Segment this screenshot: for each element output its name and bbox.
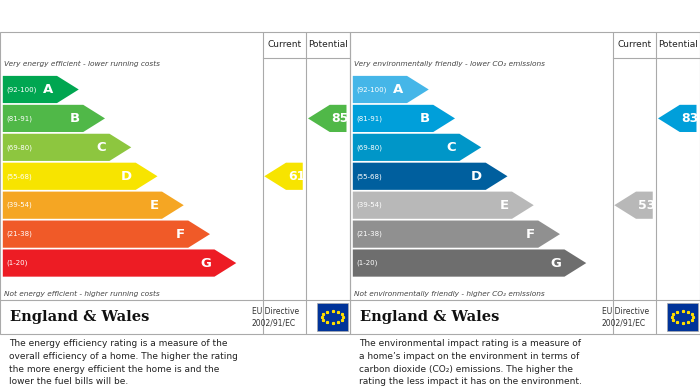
Text: B: B [69, 112, 80, 125]
Polygon shape [353, 249, 587, 277]
Text: D: D [471, 170, 482, 183]
Text: Very environmentally friendly - lower CO₂ emissions: Very environmentally friendly - lower CO… [354, 61, 545, 67]
Text: 61: 61 [288, 170, 305, 183]
Polygon shape [308, 105, 346, 132]
Polygon shape [3, 105, 105, 132]
Polygon shape [265, 163, 302, 190]
Text: C: C [97, 141, 106, 154]
Polygon shape [353, 192, 533, 219]
Text: Not environmentally friendly - higher CO₂ emissions: Not environmentally friendly - higher CO… [354, 291, 545, 296]
Text: (69-80): (69-80) [6, 144, 32, 151]
Polygon shape [353, 105, 455, 132]
Text: (92-100): (92-100) [356, 86, 386, 93]
Text: G: G [550, 256, 561, 269]
Text: Energy Efficiency Rating: Energy Efficiency Rating [8, 9, 192, 23]
Text: 53: 53 [638, 199, 655, 212]
Text: Not energy efficient - higher running costs: Not energy efficient - higher running co… [4, 291, 160, 296]
Text: The environmental impact rating is a measure of
a home’s impact on the environme: The environmental impact rating is a mea… [358, 339, 582, 386]
Text: (1-20): (1-20) [6, 260, 28, 266]
Text: G: G [200, 256, 211, 269]
Text: (81-91): (81-91) [356, 115, 382, 122]
Polygon shape [3, 221, 210, 248]
Text: B: B [419, 112, 430, 125]
Text: (39-54): (39-54) [6, 202, 32, 208]
Text: Potential: Potential [658, 40, 698, 49]
Polygon shape [3, 134, 132, 161]
Polygon shape [615, 192, 652, 219]
Text: EU Directive
2002/91/EC: EU Directive 2002/91/EC [602, 307, 649, 327]
Polygon shape [353, 163, 508, 190]
Text: D: D [121, 170, 132, 183]
Polygon shape [658, 105, 696, 132]
Text: A: A [393, 83, 403, 96]
Text: (21-38): (21-38) [356, 231, 382, 237]
Text: F: F [176, 228, 185, 240]
Text: Very energy efficient - lower running costs: Very energy efficient - lower running co… [4, 61, 160, 67]
Text: (1-20): (1-20) [356, 260, 378, 266]
Bar [666, 303, 699, 331]
Text: The energy efficiency rating is a measure of the
overall efficiency of a home. T: The energy efficiency rating is a measur… [8, 339, 237, 386]
Polygon shape [353, 134, 482, 161]
Text: 83: 83 [682, 112, 699, 125]
Text: (92-100): (92-100) [6, 86, 36, 93]
Text: Environmental Impact (CO₂) Rating: Environmental Impact (CO₂) Rating [358, 9, 621, 23]
Text: (81-91): (81-91) [6, 115, 32, 122]
Polygon shape [3, 192, 183, 219]
Polygon shape [3, 163, 158, 190]
Bar [316, 303, 349, 331]
Text: A: A [43, 83, 53, 96]
Text: E: E [149, 199, 158, 212]
Text: C: C [447, 141, 456, 154]
Polygon shape [353, 76, 428, 103]
Text: EU Directive
2002/91/EC: EU Directive 2002/91/EC [252, 307, 299, 327]
Text: (69-80): (69-80) [356, 144, 382, 151]
Text: England & Wales: England & Wales [10, 310, 150, 324]
Text: Current: Current [267, 40, 302, 49]
Text: F: F [526, 228, 535, 240]
Text: (55-68): (55-68) [6, 173, 32, 179]
Text: (39-54): (39-54) [356, 202, 382, 208]
Text: England & Wales: England & Wales [360, 310, 500, 324]
Text: 85: 85 [332, 112, 349, 125]
Text: Current: Current [617, 40, 652, 49]
Text: E: E [499, 199, 508, 212]
Text: (55-68): (55-68) [356, 173, 382, 179]
Text: Potential: Potential [308, 40, 348, 49]
Polygon shape [353, 221, 560, 248]
Polygon shape [3, 76, 78, 103]
Text: (21-38): (21-38) [6, 231, 32, 237]
Polygon shape [3, 249, 237, 277]
